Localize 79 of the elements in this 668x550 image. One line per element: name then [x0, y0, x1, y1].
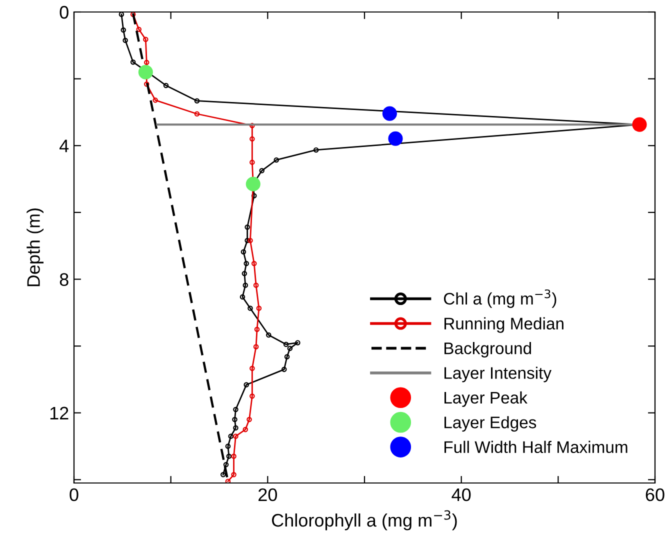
point [246, 176, 260, 192]
point [194, 111, 200, 117]
y-axis-title: Depth (m) [26, 208, 44, 286]
point [223, 462, 229, 468]
point [242, 270, 248, 276]
point [163, 82, 169, 88]
point [248, 238, 253, 244]
point [242, 426, 248, 432]
point [253, 344, 259, 350]
x-tick-label: 0 [70, 488, 78, 502]
point [244, 224, 250, 230]
x-tick-label: 20 [258, 488, 278, 502]
point [256, 306, 262, 311]
x-axis-title: Chlorophyll a (mg m$^{−3}$) [272, 510, 457, 530]
point [244, 238, 250, 244]
legend-label: Chl a (mg m$^{−3}$) [444, 289, 556, 308]
point [233, 406, 238, 412]
point [144, 60, 150, 66]
legend-label: Running Median [444, 317, 564, 333]
point [144, 82, 150, 87]
point [232, 416, 238, 422]
legend-label: Layer Peak [444, 391, 528, 407]
point [233, 425, 238, 431]
point [138, 64, 153, 80]
point [130, 59, 136, 65]
y-tick-label: 4 [60, 140, 69, 152]
point [284, 354, 290, 360]
point [244, 382, 249, 388]
point [152, 98, 158, 103]
point [259, 168, 264, 174]
point [250, 136, 255, 142]
point [251, 260, 257, 266]
point [242, 282, 248, 288]
point [240, 249, 246, 254]
point [194, 98, 200, 104]
point [313, 147, 319, 153]
legend-label: Layer Edges [444, 416, 536, 432]
point [118, 12, 124, 17]
point [254, 326, 260, 332]
legend-label: Full Width Half Maximum [444, 440, 628, 454]
point [233, 434, 238, 439]
point [250, 160, 255, 165]
y-tick-label: 12 [50, 406, 68, 420]
y-tick-label: 8 [60, 273, 68, 286]
point [266, 332, 272, 338]
point [240, 294, 246, 300]
point [382, 106, 397, 121]
point [226, 454, 232, 459]
point [244, 260, 249, 266]
legend-label: Layer Intensity [444, 366, 552, 382]
point [231, 472, 236, 478]
point [120, 27, 126, 33]
point [248, 306, 253, 311]
point [253, 282, 259, 288]
point [136, 26, 142, 32]
point [281, 366, 287, 372]
point [122, 38, 128, 44]
point [250, 122, 255, 128]
point [225, 444, 231, 449]
y-tick-label: 0 [60, 6, 68, 19]
point [246, 416, 252, 422]
point [632, 117, 647, 132]
x-tick-label: 40 [452, 488, 471, 502]
point [283, 342, 289, 348]
point [274, 157, 280, 163]
legend-label: Background [444, 342, 531, 358]
point [295, 340, 300, 346]
point [130, 12, 136, 17]
point [388, 131, 403, 146]
point [251, 193, 257, 198]
x-tick-label: 60 [646, 488, 664, 502]
point [225, 478, 231, 483]
point [250, 394, 255, 399]
point [250, 366, 255, 372]
point [231, 454, 236, 459]
point [220, 472, 226, 478]
point [228, 434, 234, 439]
point [143, 36, 148, 42]
point [287, 346, 293, 352]
